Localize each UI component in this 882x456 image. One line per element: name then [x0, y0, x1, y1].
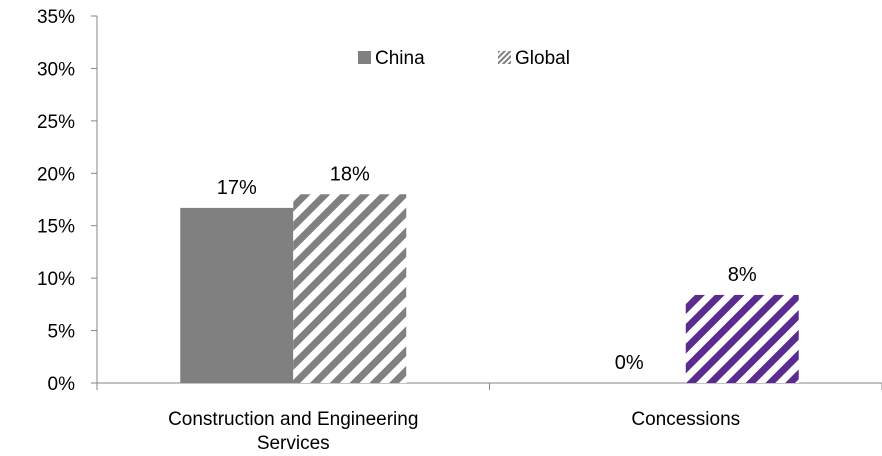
- y-tick-label: 5%: [48, 322, 76, 343]
- x-axis: Construction and Engineering Services Conc…: [96, 382, 882, 454]
- x-tick-label-line: Construction and Engineering: [168, 409, 418, 430]
- x-tick-label: Concessions: [631, 409, 740, 430]
- legend-swatch-china: [358, 51, 371, 64]
- legend-label-global: Global: [515, 48, 570, 69]
- legend: China Global: [358, 48, 570, 69]
- y-tick-label: 25%: [37, 112, 75, 133]
- title-remnant: [110, 0, 830, 6]
- y-tick-label: 10%: [37, 269, 75, 290]
- data-label-china-1: 0%: [615, 352, 644, 374]
- x-tick-label-line: Concessions: [631, 409, 740, 430]
- bars: [180, 194, 799, 383]
- data-labels: 17% 18% 0% 8%: [217, 163, 757, 374]
- legend-label-china: China: [375, 48, 425, 69]
- y-axis: 0% 5% 10% 15% 20% 25% 30% 35%: [37, 7, 98, 395]
- legend-swatch-global: [498, 51, 511, 64]
- x-tick-label: Construction and Engineering Services: [168, 409, 418, 454]
- y-tick-label: 20%: [37, 164, 75, 185]
- x-tick-label-line: Services: [257, 433, 330, 454]
- bar-global-0: [293, 194, 407, 383]
- y-tick-label: 15%: [37, 217, 75, 238]
- y-tick-label: 0%: [48, 374, 76, 395]
- bar-global-1: [685, 294, 799, 383]
- bar-china-0: [180, 207, 294, 383]
- y-tick-label: 30%: [37, 59, 75, 80]
- data-label-global-0: 18%: [330, 163, 370, 185]
- data-label-global-1: 8%: [728, 264, 757, 286]
- data-label-china-0: 17%: [217, 177, 257, 199]
- y-tick-label: 35%: [37, 7, 75, 28]
